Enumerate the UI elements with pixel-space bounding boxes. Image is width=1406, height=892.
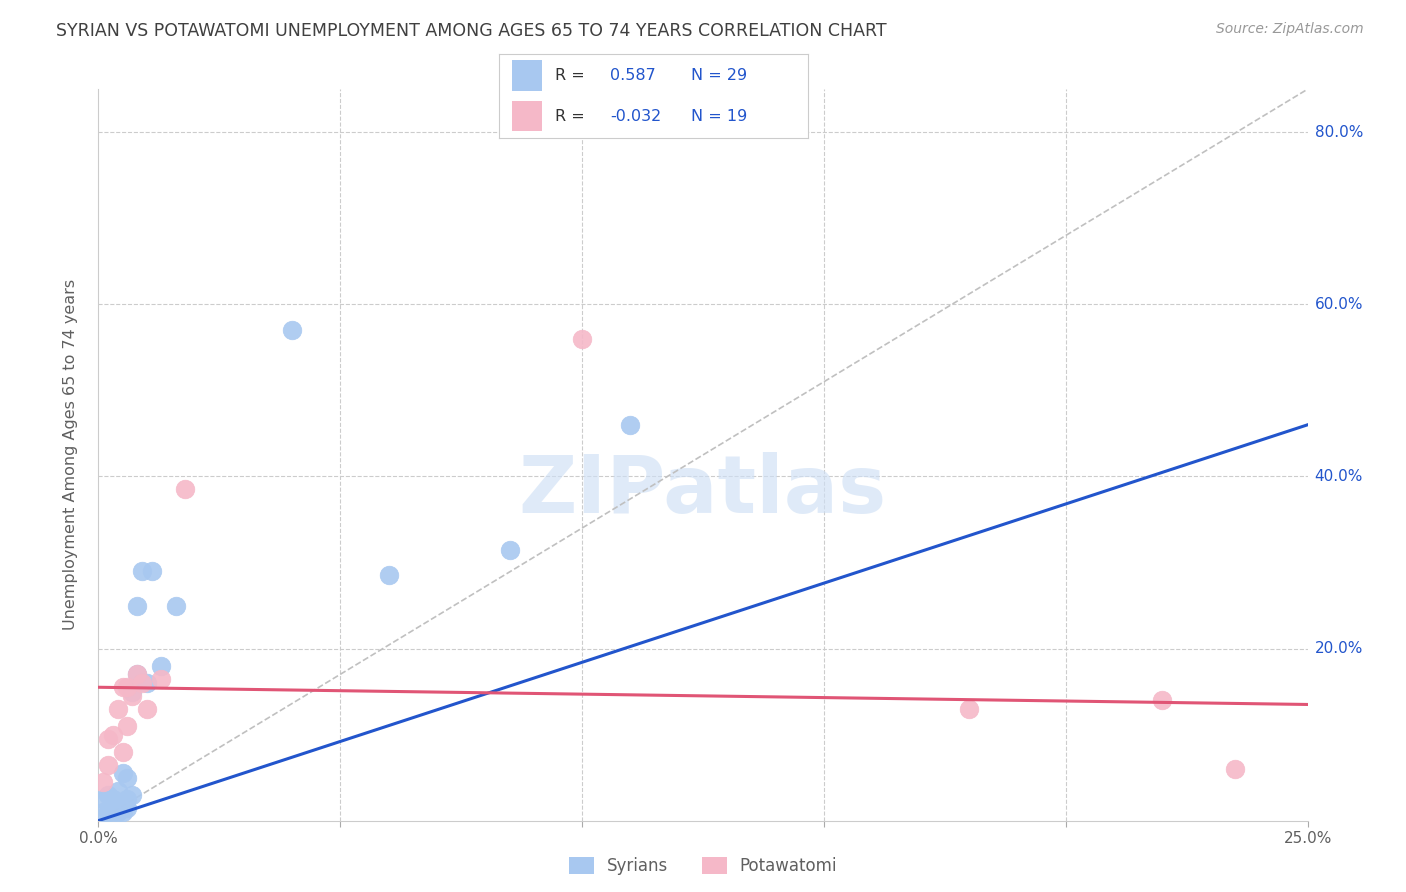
Text: N = 29: N = 29 <box>690 68 747 83</box>
Point <box>121 684 143 698</box>
Point <box>111 745 134 759</box>
Text: Source: ZipAtlas.com: Source: ZipAtlas.com <box>1216 22 1364 37</box>
Point <box>117 680 139 694</box>
Text: 80.0%: 80.0% <box>1315 125 1362 140</box>
Point <box>111 680 134 694</box>
Point <box>117 801 139 815</box>
Point <box>117 792 139 806</box>
FancyBboxPatch shape <box>512 101 543 131</box>
Point <box>111 797 134 811</box>
Text: 0.587: 0.587 <box>610 68 657 83</box>
Legend: Syrians, Potawatomi: Syrians, Potawatomi <box>562 850 844 882</box>
Point <box>150 658 173 673</box>
Point <box>117 719 139 733</box>
Point <box>97 788 120 802</box>
Point <box>97 805 120 819</box>
Point <box>498 542 520 557</box>
Text: ZIPatlas: ZIPatlas <box>519 452 887 531</box>
Point <box>571 332 593 346</box>
Point <box>111 805 134 819</box>
Point <box>131 564 153 578</box>
FancyBboxPatch shape <box>512 61 543 91</box>
Point <box>107 702 129 716</box>
Point <box>174 483 197 497</box>
Point <box>131 676 153 690</box>
Point <box>91 792 114 806</box>
Point <box>135 676 157 690</box>
Point <box>141 564 163 578</box>
Point <box>127 599 149 613</box>
Text: -0.032: -0.032 <box>610 109 662 124</box>
Point <box>1152 693 1174 707</box>
Point <box>107 783 129 797</box>
Point <box>91 805 114 819</box>
Point <box>91 775 114 789</box>
Point <box>101 728 124 742</box>
Point <box>377 568 399 582</box>
Point <box>107 805 129 819</box>
Point <box>101 792 124 806</box>
Point <box>117 771 139 785</box>
Point <box>127 667 149 681</box>
Point <box>101 805 124 819</box>
Text: N = 19: N = 19 <box>690 109 747 124</box>
Point <box>121 689 143 703</box>
Y-axis label: Unemployment Among Ages 65 to 74 years: Unemployment Among Ages 65 to 74 years <box>63 279 77 631</box>
Point <box>165 599 187 613</box>
Text: R =: R = <box>555 109 585 124</box>
Point <box>121 788 143 802</box>
Point <box>957 702 980 716</box>
Point <box>619 417 641 432</box>
Point <box>1223 762 1246 776</box>
Point <box>135 702 157 716</box>
Point <box>111 766 134 780</box>
Text: 60.0%: 60.0% <box>1315 297 1362 312</box>
Point <box>281 323 304 337</box>
Point <box>127 667 149 681</box>
Point <box>97 731 120 746</box>
Point <box>150 672 173 686</box>
Text: 40.0%: 40.0% <box>1315 469 1362 484</box>
Text: SYRIAN VS POTAWATOMI UNEMPLOYMENT AMONG AGES 65 TO 74 YEARS CORRELATION CHART: SYRIAN VS POTAWATOMI UNEMPLOYMENT AMONG … <box>56 22 887 40</box>
Point <box>107 797 129 811</box>
Point <box>101 801 124 815</box>
Text: 20.0%: 20.0% <box>1315 641 1362 656</box>
Point <box>97 757 120 772</box>
Text: R =: R = <box>555 68 585 83</box>
